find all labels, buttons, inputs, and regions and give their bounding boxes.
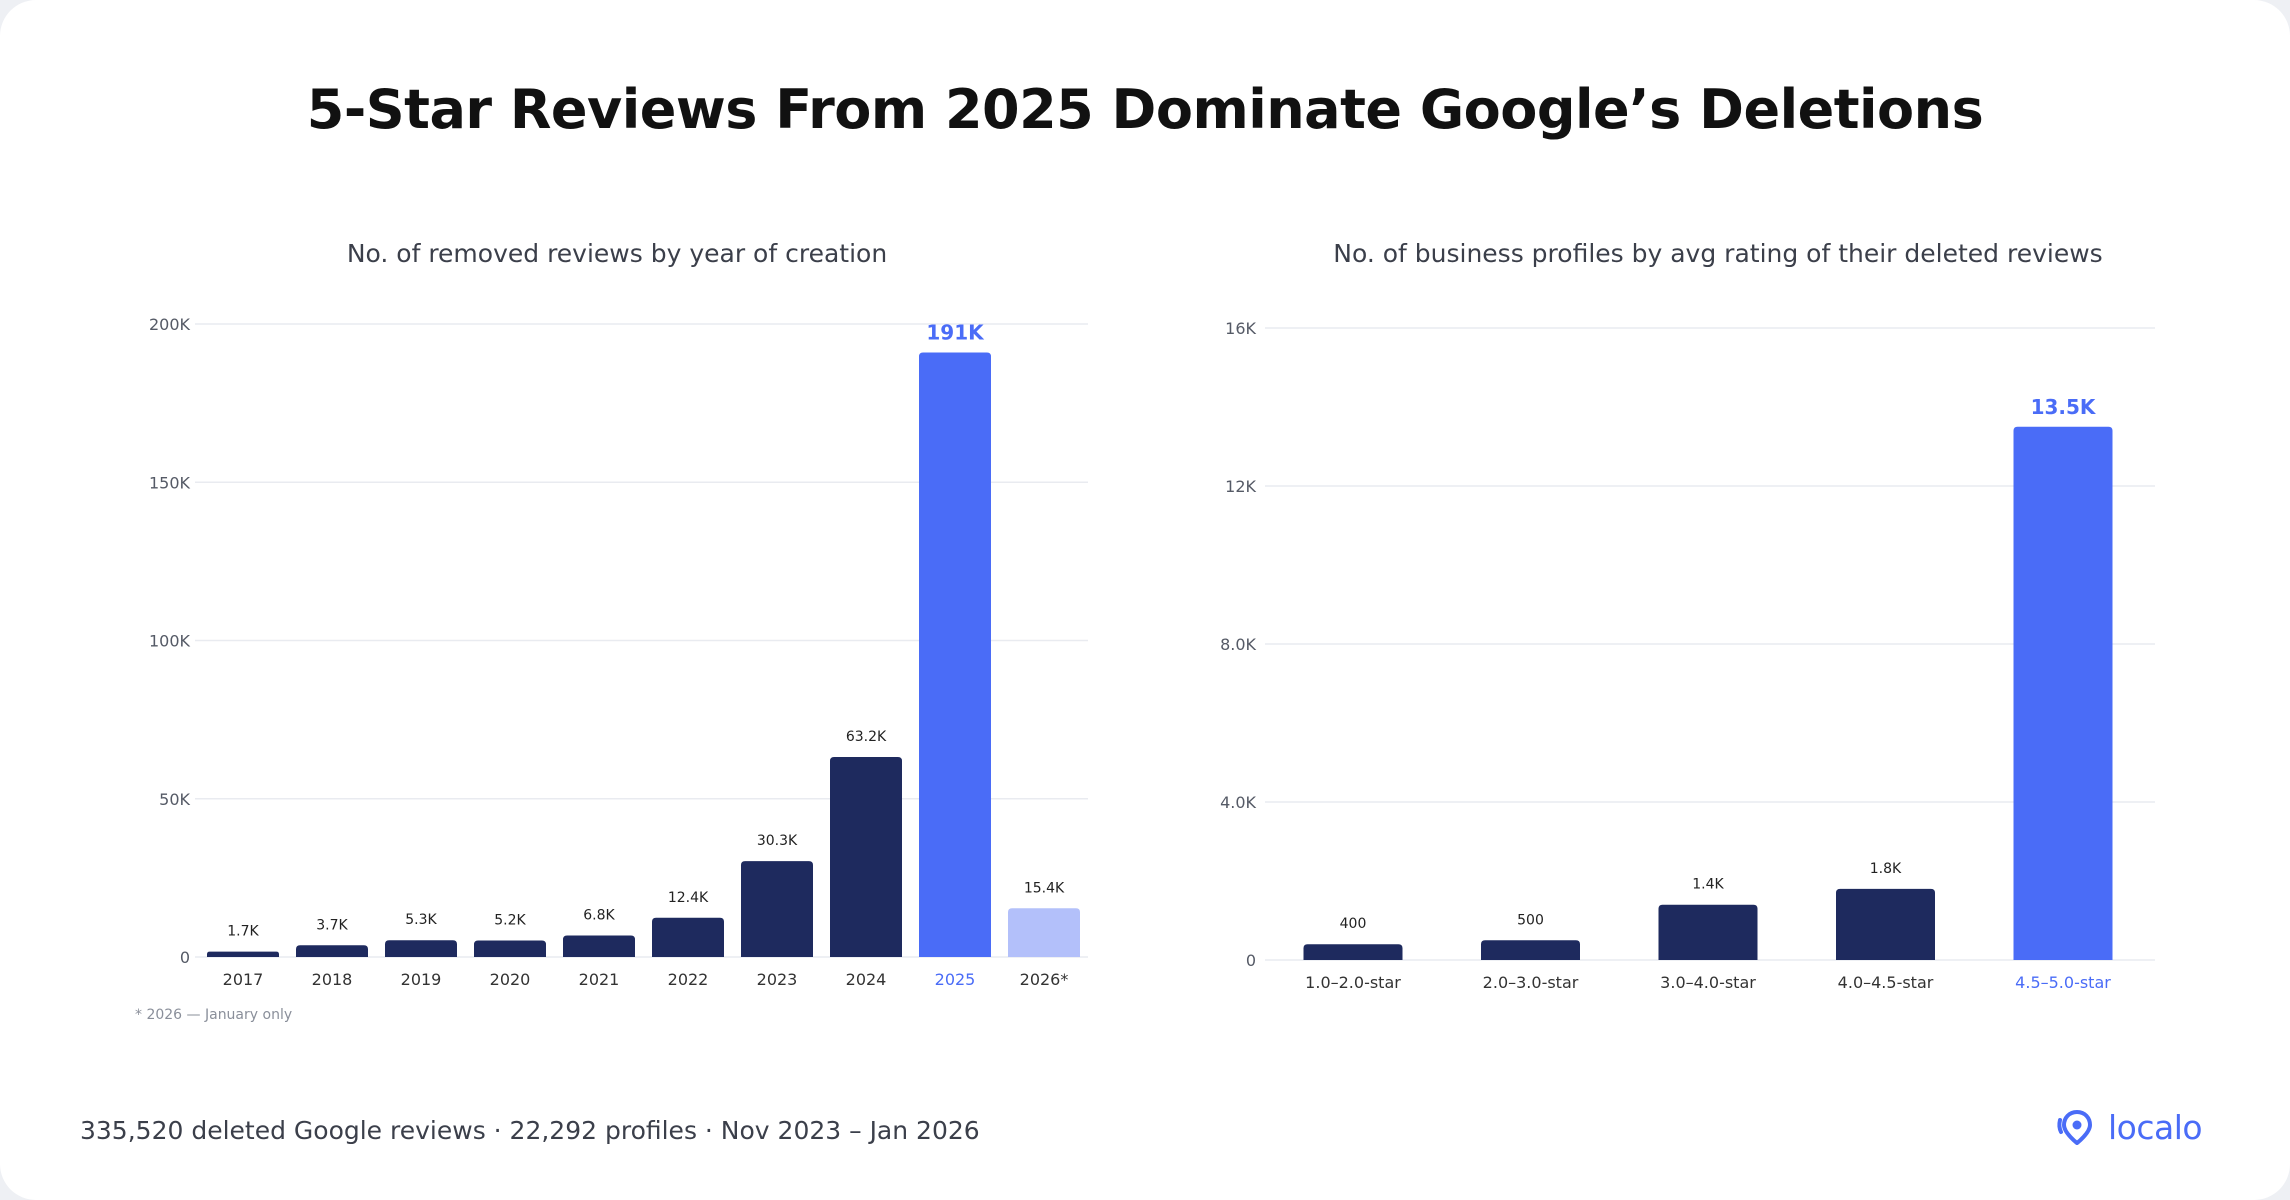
bar-value-label: 1.4K [1692, 877, 1724, 893]
logo-text: localo [2108, 1107, 2203, 1147]
bar [919, 352, 991, 957]
bar [1303, 944, 1403, 960]
y-tick-label: 0 [180, 948, 190, 967]
x-tick-label: 2017 [223, 970, 264, 989]
bar-value-label: 500 [1517, 912, 1544, 928]
bar [1481, 940, 1580, 960]
bar [2013, 426, 2113, 960]
y-tick-label: 8.0K [1220, 635, 1256, 654]
x-tick-label: 3.0–4.0-star [1660, 973, 1756, 992]
bar-value-label: 63.2K [846, 729, 887, 745]
chart-subtitle: No. of business profiles by avg rating o… [1333, 239, 2102, 268]
bar-value-label: 1.8K [1870, 861, 1902, 877]
bar-value-label: 400 [1340, 916, 1367, 932]
localo-logo[interactable]: localo [2056, 1106, 2203, 1148]
y-tick-label: 200K [149, 315, 191, 334]
bar [1658, 904, 1758, 960]
chart-profiles-by-avg-rating: No. of business profiles by avg rating o… [1220, 239, 2155, 992]
x-tick-label: 2018 [312, 970, 353, 989]
y-tick-label: 12K [1225, 477, 1256, 496]
chart-footnote: * 2026 — January only [135, 1007, 292, 1023]
y-tick-label: 50K [159, 790, 190, 809]
x-tick-label: 2022 [668, 970, 709, 989]
y-tick-label: 4.0K [1220, 793, 1256, 812]
bar-value-label: 3.7K [316, 917, 348, 933]
chart-removed-reviews-by-year: No. of removed reviews by year of creati… [135, 239, 1088, 1023]
bar-value-label: 1.7K [227, 924, 259, 940]
bar [1836, 888, 1935, 960]
x-tick-label: 2026* [1020, 970, 1069, 989]
bar-value-label: 13.5K [2031, 395, 2097, 419]
bar-value-label: 12.4K [668, 890, 709, 906]
bar [207, 951, 279, 957]
bar [741, 861, 813, 957]
bar [563, 935, 635, 957]
bar-value-label: 6.8K [583, 907, 615, 923]
bar-value-label: 5.2K [494, 913, 526, 929]
x-tick-label: 2021 [579, 970, 620, 989]
x-tick-label: 4.5–5.0-star [2015, 973, 2111, 992]
bar [1008, 908, 1080, 957]
x-tick-label: 4.0–4.5-star [1838, 973, 1934, 992]
x-tick-label: 2025 [935, 970, 976, 989]
bar-value-label: 5.3K [405, 912, 437, 928]
x-tick-label: 2019 [401, 970, 442, 989]
y-tick-label: 16K [1225, 319, 1256, 338]
bar-value-label: 191K [926, 320, 985, 344]
bar [830, 756, 902, 957]
page-title: 5-Star Reviews From 2025 Dominate Google… [306, 78, 1984, 141]
x-tick-label: 2024 [846, 970, 887, 989]
x-tick-label: 2023 [757, 970, 798, 989]
bar [652, 917, 724, 957]
bar [385, 940, 457, 957]
x-tick-label: 2.0–3.0-star [1483, 973, 1579, 992]
bar-value-label: 30.3K [757, 833, 798, 849]
y-tick-label: 0 [1246, 951, 1256, 970]
chart-subtitle: No. of removed reviews by year of creati… [347, 239, 887, 268]
bar-value-label: 15.4K [1024, 880, 1065, 896]
y-tick-label: 150K [149, 473, 191, 492]
x-tick-label: 2020 [490, 970, 531, 989]
bar [474, 940, 546, 957]
footer-stats: 335,520 deleted Google reviews · 22,292 … [80, 1116, 980, 1145]
x-tick-label: 1.0–2.0-star [1305, 973, 1401, 992]
bar [296, 945, 368, 957]
y-tick-label: 100K [149, 632, 191, 651]
location-pin-icon [2057, 1110, 2092, 1145]
